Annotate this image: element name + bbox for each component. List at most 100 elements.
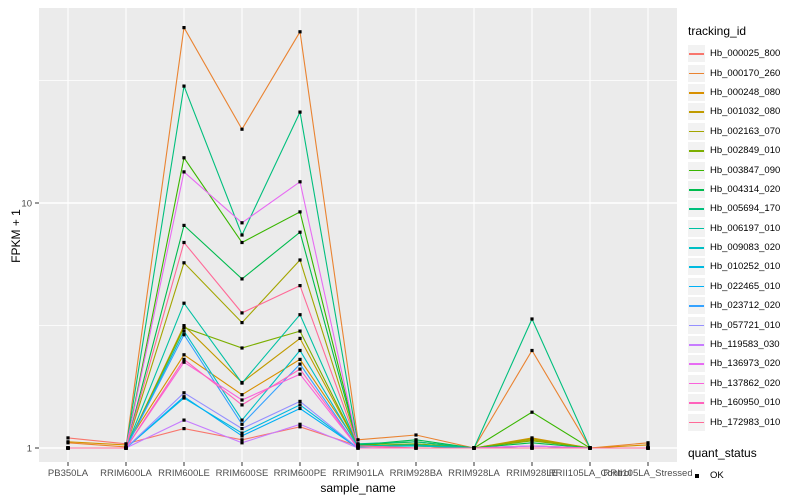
x-tick-label: RRIM928LA	[448, 468, 500, 479]
x-tick-label: RRIM928LE	[506, 468, 558, 479]
legend-panel: tracking_id Hb_000025_800 Hb_000170_260 Hb…	[688, 24, 800, 485]
data-point	[182, 301, 186, 305]
data-point	[240, 438, 244, 442]
legend-key-line-icon	[688, 219, 705, 237]
data-point	[182, 329, 186, 333]
legend-item-label: Hb_057721_010	[710, 319, 781, 331]
data-point	[356, 444, 360, 448]
legend-item-label: Hb_000170_260	[710, 67, 781, 79]
y-tick-label: 10	[21, 199, 32, 210]
legend-item-label: Hb_160950_010	[710, 397, 781, 409]
data-point	[646, 443, 650, 447]
data-point	[298, 230, 302, 234]
data-point	[356, 446, 360, 450]
x-tick-label: PB350LA	[48, 468, 89, 479]
legend-key-line-icon	[688, 258, 705, 276]
data-point	[530, 439, 534, 443]
data-point	[298, 210, 302, 214]
data-point	[182, 326, 186, 330]
data-point	[240, 277, 244, 281]
x-tick-label: RRIM928BA	[390, 468, 443, 479]
legend-item: Hb_000170_260	[688, 63, 800, 82]
data-point	[298, 258, 302, 262]
legend-item: Hb_022465_010	[688, 277, 800, 296]
legend-key-line-icon	[688, 142, 705, 160]
data-point	[182, 26, 186, 30]
data-point	[182, 360, 186, 364]
data-point	[530, 441, 534, 445]
data-point	[414, 438, 418, 442]
legend-item: Hb_002849_010	[688, 141, 800, 160]
data-point	[182, 170, 186, 174]
data-point	[240, 221, 244, 225]
legend-item: Hb_000025_800	[688, 44, 800, 63]
legend-item: Hb_137862_020	[688, 374, 800, 393]
data-point	[298, 313, 302, 317]
legend-key-line-icon	[688, 83, 705, 101]
data-point	[530, 437, 534, 441]
legend-key-line-icon	[688, 64, 705, 82]
data-point	[240, 422, 244, 426]
legend-item-label: Hb_002849_010	[710, 145, 781, 157]
data-point	[240, 398, 244, 402]
legend-item-label: Hb_000248_080	[710, 86, 781, 98]
legend-key-line-icon	[688, 45, 705, 63]
data-point	[182, 357, 186, 361]
data-point	[530, 444, 534, 448]
x-tick-label: RRIM600LE	[158, 468, 210, 479]
legend-item: Hb_000248_080	[688, 83, 800, 102]
x-tick-label: RRIM600LA	[100, 468, 152, 479]
y-tick-label: 1	[27, 444, 32, 455]
data-point	[240, 346, 244, 350]
legend-key-line-icon	[688, 103, 705, 121]
legend-item-label: Hb_000025_800	[710, 48, 781, 60]
legend-item: Hb_005694_170	[688, 199, 800, 218]
legend-key-line-icon	[688, 239, 705, 257]
legend-item-label: Hb_172983_010	[710, 416, 781, 428]
data-point	[298, 406, 302, 411]
legend-title-tracking-id: tracking_id	[688, 24, 747, 38]
data-point	[530, 446, 534, 450]
data-point	[240, 393, 244, 397]
data-point	[66, 436, 70, 440]
legend-key-line-icon	[688, 355, 705, 373]
x-tick-label: RRII105LA_Stressed	[603, 468, 692, 479]
legend-item: Hb_002163_070	[688, 122, 800, 141]
legend-key-line-icon	[688, 336, 705, 354]
data-point	[298, 348, 302, 353]
data-point	[240, 431, 244, 435]
data-point	[182, 353, 186, 357]
data-point	[298, 362, 302, 366]
data-point	[414, 433, 418, 437]
data-point	[240, 403, 244, 407]
data-point	[414, 444, 418, 448]
x-axis-title: sample_name	[320, 481, 396, 495]
data-point	[182, 395, 186, 399]
legend-item-label: Hb_010252_010	[710, 261, 781, 273]
legend-item-quant-ok: OK	[688, 466, 800, 485]
data-point	[298, 357, 302, 361]
legend-item-label: Hb_001032_080	[710, 106, 781, 118]
data-point	[182, 223, 186, 227]
legend-item-label: Hb_006197_010	[710, 222, 781, 234]
data-point	[240, 233, 244, 237]
data-point	[182, 84, 186, 88]
legend-item-label: Hb_005694_170	[710, 203, 781, 215]
data-point	[472, 446, 476, 450]
legend-item: Hb_119583_030	[688, 335, 800, 354]
quant-status-label: OK	[710, 470, 724, 481]
data-point	[182, 261, 186, 265]
legend-item-label: Hb_023712_020	[710, 300, 781, 312]
data-point	[298, 329, 302, 333]
legend-item: Hb_010252_010	[688, 257, 800, 276]
data-point	[182, 240, 186, 245]
data-point	[182, 427, 186, 431]
data-point	[240, 311, 244, 315]
data-point	[356, 438, 360, 442]
data-point	[124, 446, 128, 450]
data-point	[240, 434, 244, 438]
legend-item-label: Hb_022465_010	[710, 280, 781, 292]
legend-key-line-icon	[688, 277, 705, 295]
data-point	[298, 367, 302, 371]
